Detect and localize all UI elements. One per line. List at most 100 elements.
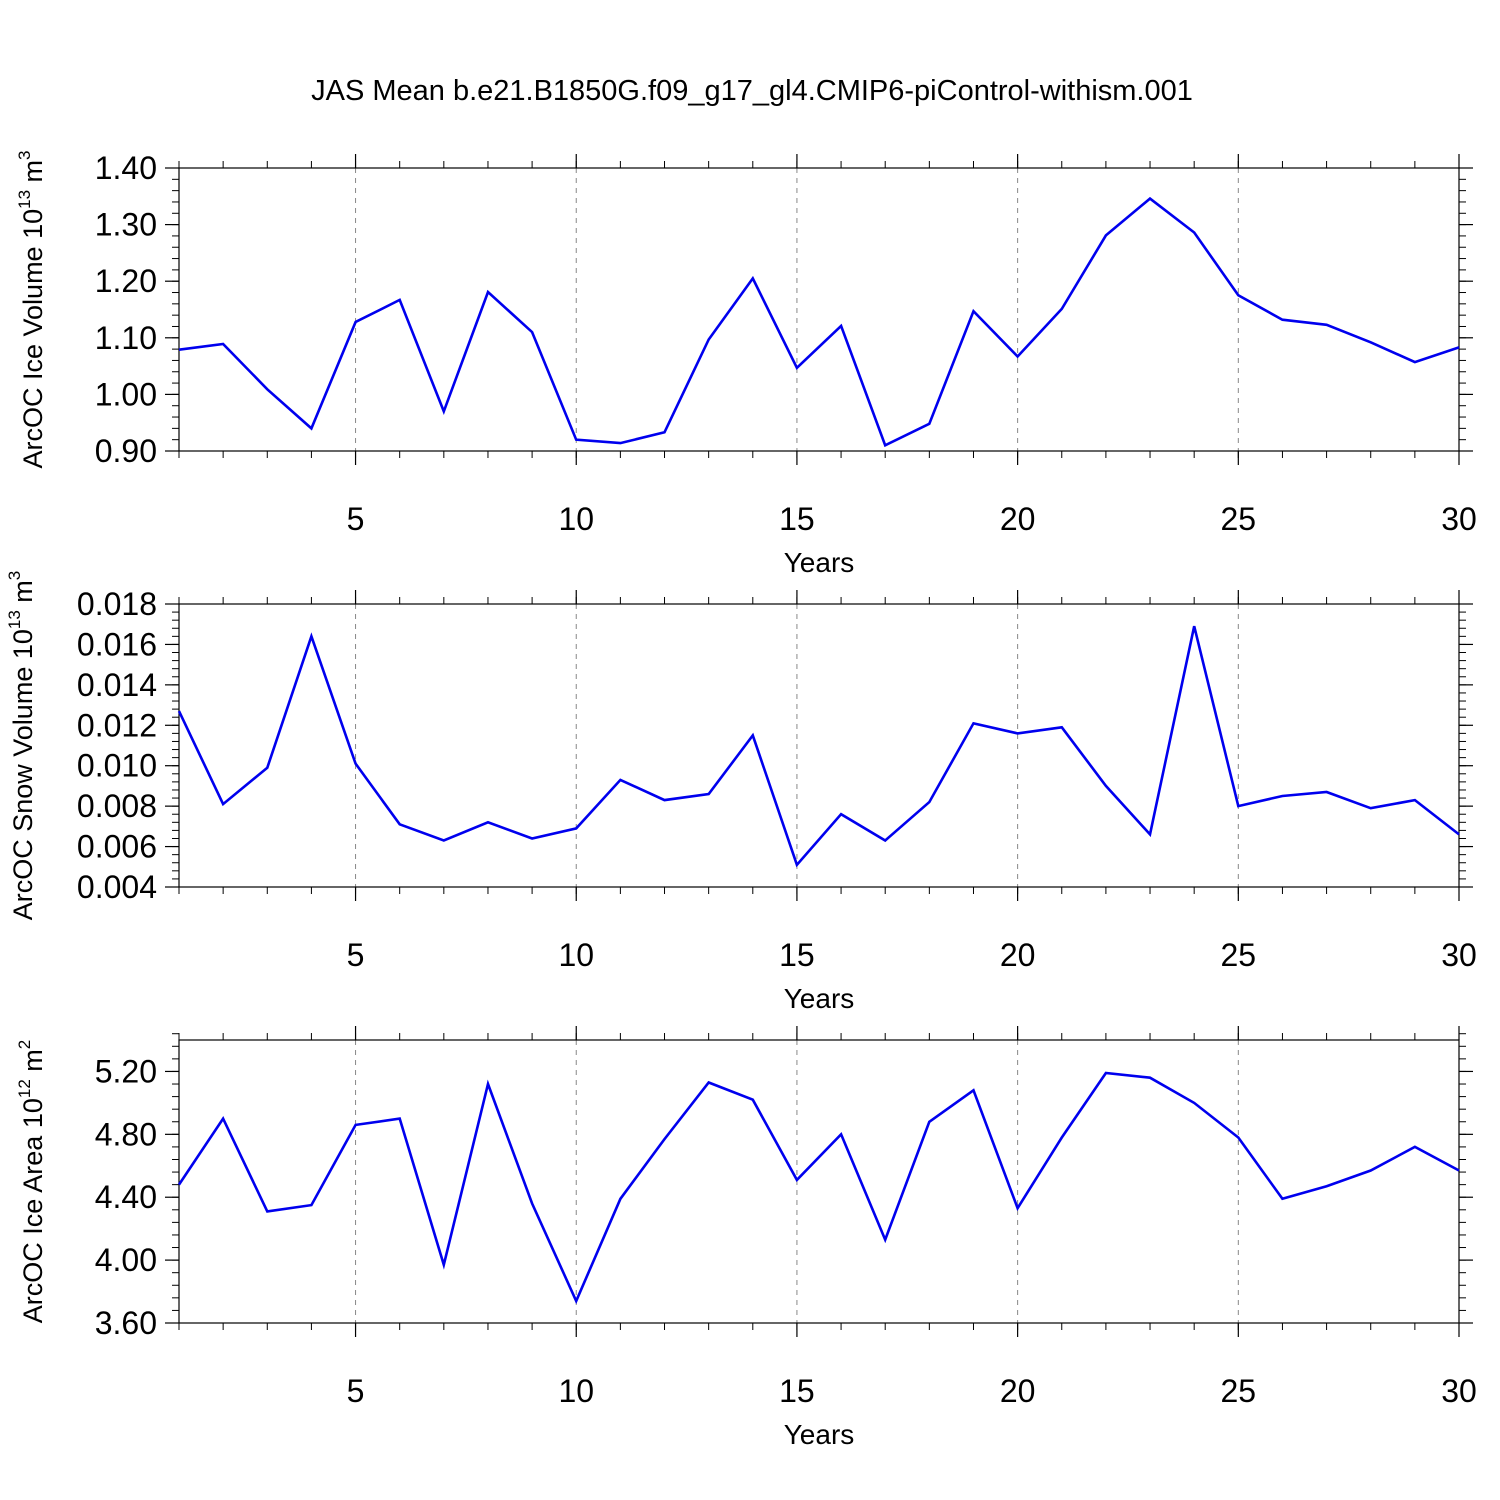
x-tick-label: 15 [779, 501, 815, 537]
x-tick-label: 25 [1221, 1373, 1257, 1409]
data-point [442, 839, 446, 843]
data-point [442, 409, 446, 413]
y-axis-label: ArcOC Ice Area 1012 m2 [15, 1040, 48, 1324]
data-point [1236, 804, 1240, 808]
data-point [354, 320, 358, 324]
data-point [971, 309, 975, 313]
data-point [1457, 832, 1461, 836]
data-point [707, 1080, 711, 1084]
x-axis-label: Years [784, 1419, 855, 1450]
data-point [1236, 1135, 1240, 1139]
data-point [663, 798, 667, 802]
data-point [707, 337, 711, 341]
y-tick-label: 1.10 [95, 320, 157, 356]
data-point [354, 1123, 358, 1127]
data-point [442, 1263, 446, 1267]
data-point [618, 778, 622, 782]
data-point [1457, 1168, 1461, 1172]
data-point [574, 438, 578, 442]
x-tick-label: 20 [1000, 1373, 1036, 1409]
data-point [1060, 307, 1064, 311]
data-point [1413, 798, 1417, 802]
data-point [751, 733, 755, 737]
x-tick-label: 25 [1221, 937, 1257, 973]
panel-2: 5 10 15 20 25 30 0.004 0.006 0.008 0.010 0.012 0.01… [5, 571, 1477, 1014]
x-tick-label: 20 [1000, 937, 1036, 973]
data-point [574, 1299, 578, 1303]
data-point [1016, 1206, 1020, 1210]
y-axis-label: ArcOC Ice Volume 1013 m3 [15, 150, 48, 468]
data-point [354, 762, 358, 766]
data-point [1192, 624, 1196, 628]
x-tick-label: 30 [1441, 1373, 1477, 1409]
series-line [177, 625, 1460, 868]
data-point [177, 1183, 181, 1187]
data-point [1369, 1168, 1373, 1172]
data-point [1280, 1197, 1284, 1201]
data-point [1192, 1101, 1196, 1105]
data-point [839, 812, 843, 816]
y-tick-label: 4.00 [95, 1242, 157, 1278]
panels-group: 5 10 15 20 25 30 0.90 1.00 1.10 1.20 1.30 1.40 Years… [5, 150, 1477, 1450]
data-point [530, 1202, 534, 1206]
y-tick-label: 0.012 [77, 707, 157, 743]
x-tick-label: 30 [1441, 937, 1477, 973]
data-point [795, 366, 799, 370]
data-point [1060, 1135, 1064, 1139]
data-point [309, 1203, 313, 1207]
x-tick-label: 20 [1000, 501, 1036, 537]
data-point [883, 443, 887, 447]
data-point [177, 709, 181, 713]
data-point [309, 426, 313, 430]
data-point [618, 1197, 622, 1201]
x-tick-label: 30 [1441, 501, 1477, 537]
data-point [221, 802, 225, 806]
data-point [398, 298, 402, 302]
data-point [1148, 832, 1152, 836]
data-point [221, 1117, 225, 1121]
x-tick-label: 5 [347, 937, 365, 973]
panel-1: 5 10 15 20 25 30 0.90 1.00 1.10 1.20 1.30 1.40 Years… [15, 150, 1477, 578]
x-axis-label: Years [784, 547, 855, 578]
panel-3: 5 10 15 20 25 30 3.60 4.00 4.40 4.80 5.20 Years ArcO… [15, 1026, 1477, 1450]
data-point [1413, 1145, 1417, 1149]
data-point [927, 1120, 931, 1124]
y-tick-label: 0.010 [77, 748, 157, 784]
data-point [530, 330, 534, 334]
data-point [1104, 233, 1108, 237]
data-point [1192, 231, 1196, 235]
data-point [1325, 323, 1329, 327]
data-point [971, 1088, 975, 1092]
data-point [1016, 354, 1020, 358]
data-point [1148, 1076, 1152, 1080]
x-tick-label: 10 [558, 937, 594, 973]
plot-frame [178, 603, 1460, 888]
data-point [1325, 790, 1329, 794]
data-point [707, 792, 711, 796]
data-point [1413, 360, 1417, 364]
data-point [883, 1238, 887, 1242]
plot-frame [178, 167, 1460, 452]
y-tick-label: 3.60 [95, 1305, 157, 1341]
data-point [530, 836, 534, 840]
data-point [927, 800, 931, 804]
data-point [398, 822, 402, 826]
data-point [1369, 340, 1373, 344]
x-tick-label: 5 [347, 501, 365, 537]
data-point [839, 1132, 843, 1136]
data-point [265, 387, 269, 391]
data-point [486, 820, 490, 824]
y-tick-label: 1.20 [95, 263, 157, 299]
y-tick-label: 1.30 [95, 207, 157, 243]
data-point [265, 766, 269, 770]
data-point [1325, 1184, 1329, 1188]
series-line [178, 196, 1460, 448]
data-point [971, 721, 975, 725]
data-point [751, 1098, 755, 1102]
series-line [177, 1071, 1460, 1305]
data-point [663, 430, 667, 434]
x-tick-label: 5 [347, 1373, 365, 1409]
x-tick-label: 10 [558, 1373, 594, 1409]
